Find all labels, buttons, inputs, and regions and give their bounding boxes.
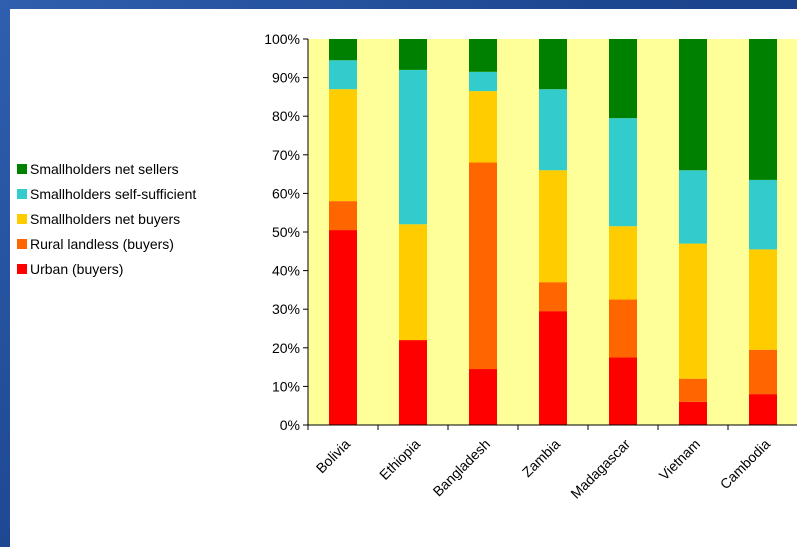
y-tick-label: 10% [272,378,300,394]
bar-madagascar-smallholders-self-sufficient [609,118,637,227]
bar-ethiopia-urban-buyers [399,340,427,425]
legend-label: Smallholders net sellers [30,161,179,177]
x-category-label-zambia: Zambia [519,436,563,480]
bar-zambia-urban-buyers [539,311,567,425]
bar-vietnam-rural-landless-buyers [679,378,707,402]
y-tick-label: 60% [272,185,300,201]
bar-ethiopia-smallholders-net-buyers [399,224,427,341]
y-tick-label: 30% [272,301,300,317]
y-tick-label: 20% [272,340,300,356]
bar-zambia-smallholders-self-sufficient [539,89,567,171]
legend-item-rural-landless-buyers: Rural landless (buyers) [17,236,174,252]
bar-madagascar-urban-buyers [609,357,637,425]
bar-bolivia-smallholders-net-buyers [329,89,357,202]
bar-bangladesh-smallholders-self-sufficient [469,71,497,92]
y-tick-label: 0% [280,417,300,433]
legend-swatch [17,264,27,274]
bar-zambia-smallholders-net-sellers [539,39,567,90]
bar-vietnam-smallholders-self-sufficient [679,170,707,244]
x-category-labels: Bolivia Ethiopia Bangladesh Zambia Madagasca… [313,436,774,502]
legend-label: Smallholders net buyers [30,211,180,227]
bar-vietnam-urban-buyers [679,401,707,425]
bar-cambodia-smallholders-net-sellers [749,39,777,180]
bar-cambodia-urban-buyers [749,394,777,425]
legend-swatch [17,164,27,174]
legend-label: Rural landless (buyers) [30,236,174,252]
bar-cambodia-smallholders-net-buyers [749,249,777,350]
stacked-bar-chart: Smallholders net sellers Smallholders sel… [17,31,797,502]
bar-zambia-rural-landless-buyers [539,282,567,312]
legend-swatch [17,189,27,199]
bars-group [329,39,777,425]
x-category-label-bolivia: Bolivia [313,436,354,477]
bar-ethiopia-smallholders-self-sufficient [399,69,427,225]
y-tick-label: 50% [272,224,300,240]
x-category-label-madagascar: Madagascar [567,436,633,502]
bar-bangladesh-urban-buyers [469,369,497,425]
bar-vietnam-smallholders-net-buyers [679,243,707,379]
legend-item-smallholders-net-sellers: Smallholders net sellers [17,161,179,177]
x-category-label-ethiopia: Ethiopia [376,436,423,483]
x-category-label-cambodia: Cambodia [717,436,774,493]
bar-cambodia-rural-landless-buyers [749,349,777,395]
x-category-label-bangladesh: Bangladesh [430,436,494,500]
bar-bangladesh-rural-landless-buyers [469,162,497,370]
legend-swatch [17,239,27,249]
legend-label: Smallholders self-sufficient [30,186,196,202]
bar-madagascar-smallholders-net-buyers [609,226,637,300]
bar-bangladesh-smallholders-net-sellers [469,39,497,72]
y-tick-label: 40% [272,263,300,279]
bar-bolivia-smallholders-net-sellers [329,39,357,61]
chart-panel: Smallholders net sellers Smallholders sel… [10,9,797,547]
x-category-label-vietnam: Vietnam [656,436,703,483]
bar-madagascar-rural-landless-buyers [609,299,637,358]
legend-item-smallholders-net-buyers: Smallholders net buyers [17,211,180,227]
bar-vietnam-smallholders-net-sellers [679,39,707,171]
bar-bolivia-urban-buyers [329,230,357,425]
legend-item-urban-buyers: Urban (buyers) [17,261,123,277]
bar-madagascar-smallholders-net-sellers [609,39,637,119]
axes-group [303,38,797,430]
bar-cambodia-smallholders-self-sufficient [749,179,777,250]
bar-bangladesh-smallholders-net-buyers [469,91,497,163]
y-tick-label: 80% [272,108,300,124]
y-tick-label: 100% [264,31,300,47]
y-tick-labels: 0% 10% 20% 30% 40% 50% 60% 70% 80% 90% 100% [264,31,300,433]
legend-swatch [17,214,27,224]
y-tick-label: 70% [272,147,300,163]
chart-legend: Smallholders net sellers Smallholders sel… [17,161,196,277]
bar-bolivia-smallholders-self-sufficient [329,60,357,90]
legend-item-smallholders-self-sufficient: Smallholders self-sufficient [17,186,196,202]
bar-zambia-smallholders-net-buyers [539,170,567,283]
y-tick-label: 90% [272,70,300,86]
legend-label: Urban (buyers) [30,261,123,277]
bar-bolivia-rural-landless-buyers [329,201,357,231]
bar-ethiopia-smallholders-net-sellers [399,39,427,70]
